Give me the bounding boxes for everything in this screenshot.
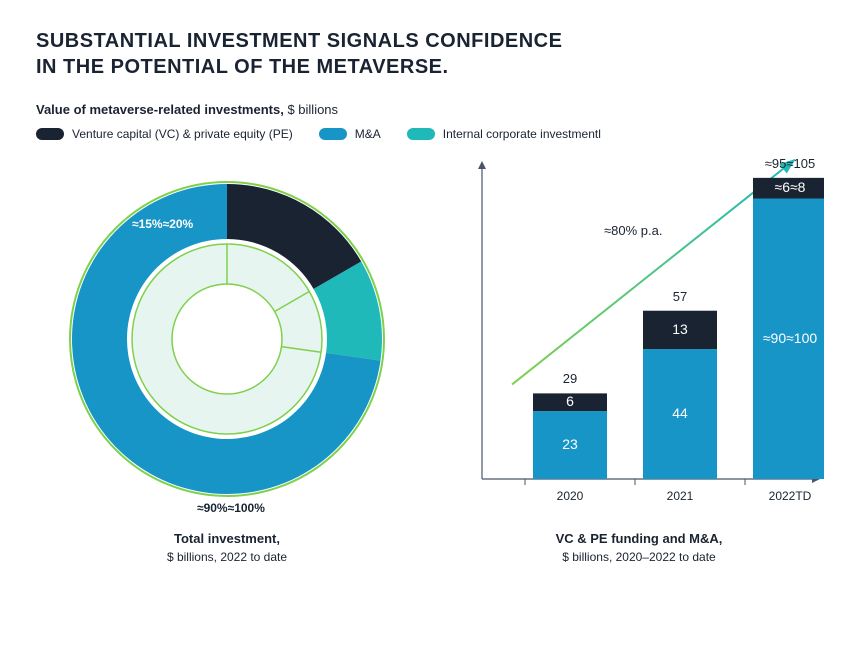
legend: Venture capital (VC) & private equity (P… — [36, 127, 830, 141]
bar-total-label: 29 — [563, 371, 577, 386]
bar-x-label: 2022TD — [769, 489, 812, 503]
legend-item: Internal corporate investmentl — [407, 127, 601, 141]
donut-caption-sub: $ billions, 2022 to date — [167, 550, 287, 564]
donut-column: ≈15%≈20% ≈6≈8 ≈90%≈100% Total investment, … — [36, 159, 418, 564]
donut-segment-label: ≈90%≈100% — [197, 501, 265, 515]
legend-swatch — [407, 128, 435, 140]
legend-item: Venture capital (VC) & private equity (P… — [36, 127, 293, 141]
bar-total-label: 57 — [673, 289, 687, 304]
bar-segment-value: 6 — [566, 393, 574, 409]
title-line-2: IN THE POTENTIAL OF THE METAVERSE. — [36, 56, 449, 78]
title-line-1: SUBSTANTIAL INVESTMENT SIGNALS CONFIDENC… — [36, 30, 562, 52]
page-title: SUBSTANTIAL INVESTMENT SIGNALS CONFIDENC… — [36, 28, 830, 80]
bar-segment-value: ≈6≈8 — [775, 179, 806, 195]
bar-segment-value: ≈90≈100 — [763, 330, 817, 346]
donut-chart: ≈15%≈20% ≈6≈8 ≈90%≈100% — [47, 159, 407, 519]
legend-label: Internal corporate investmentl — [443, 127, 601, 141]
subtitle-rest: $ billions — [284, 102, 338, 117]
donut-segment-label: ≈6≈8 — [292, 229, 319, 243]
growth-rate-label: ≈80% p.a. — [604, 223, 662, 238]
bar-caption-sub: $ billions, 2020–2022 to date — [556, 550, 723, 564]
subtitle-bold: Value of metaverse-related investments, — [36, 102, 284, 117]
charts-row: ≈15%≈20% ≈6≈8 ≈90%≈100% Total investment, … — [36, 159, 830, 564]
bar-caption-title: VC & PE funding and M&A, — [556, 531, 723, 546]
bar-total-label: ≈95≈105 — [765, 156, 815, 171]
donut-caption-title: Total investment, — [167, 531, 287, 546]
legend-label: Venture capital (VC) & private equity (P… — [72, 127, 293, 141]
bar-segment-value: 13 — [672, 321, 688, 337]
bar-column: 23 6 29 2020 44 13 57 2021 ≈90≈100 ≈6≈8 ≈95≈105 202… — [448, 159, 830, 564]
legend-label: M&A — [355, 127, 381, 141]
bar-x-label: 2021 — [667, 489, 694, 503]
legend-swatch — [319, 128, 347, 140]
bar-caption: VC & PE funding and M&A, $ billions, 202… — [556, 531, 723, 564]
bar-x-label: 2020 — [557, 489, 584, 503]
bar-chart: 23 6 29 2020 44 13 57 2021 ≈90≈100 ≈6≈8 ≈95≈105 202… — [454, 159, 824, 519]
legend-item: M&A — [319, 127, 381, 141]
donut-segment-label: ≈15%≈20% — [132, 217, 193, 231]
subtitle: Value of metaverse-related investments, … — [36, 102, 830, 117]
donut-caption: Total investment, $ billions, 2022 to da… — [167, 531, 287, 564]
bar-segment-value: 44 — [672, 405, 688, 421]
legend-swatch — [36, 128, 64, 140]
bar-segment-value: 23 — [562, 436, 578, 452]
